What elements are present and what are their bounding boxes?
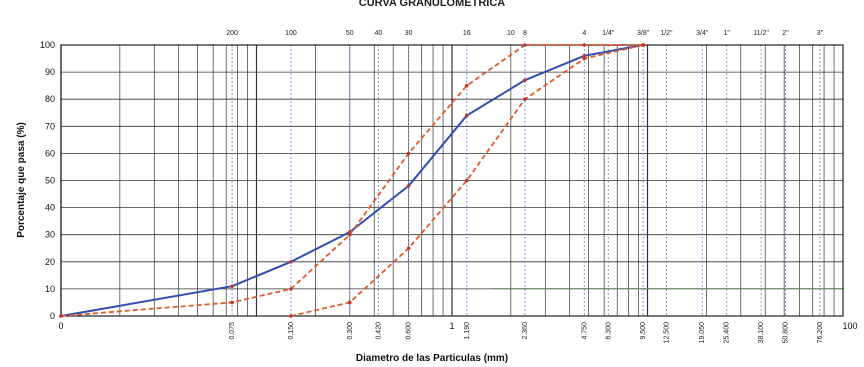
x-end-label: 1: [449, 321, 454, 331]
data-point: [289, 314, 293, 318]
sieve-name-label: 40: [374, 30, 382, 37]
x-opening-label: 0.420: [375, 322, 382, 340]
data-point: [230, 284, 234, 288]
sieve-name-label: 16: [463, 30, 471, 37]
y-tick-label: 10: [45, 284, 55, 294]
x-end-label: 100: [842, 321, 857, 331]
data-point: [347, 300, 352, 305]
x-opening-label: 50.800: [782, 322, 789, 344]
sieve-name-label: 3/4": [696, 30, 709, 37]
data-point: [582, 54, 587, 58]
sieve-name-label: 50: [346, 30, 354, 37]
sieve-name-label: 200: [226, 30, 238, 37]
x-opening-label: 76.200: [817, 322, 824, 344]
y-tick-label: 50: [45, 176, 55, 186]
sieve-name-label: 3/8": [637, 30, 650, 37]
data-point: [347, 232, 352, 237]
sieve-name-label: 2": [782, 30, 789, 37]
grid: [60, 44, 844, 317]
x-opening-label: 38.100: [758, 322, 765, 344]
sieve-name-label: 30: [405, 30, 413, 37]
sieve-labels: 200 100 50 40 30 16 10 8 4 1/4" 3/8" 1/2" 3/4" 1" 11/2…: [226, 30, 823, 37]
y-tick-label: 30: [45, 230, 55, 240]
x-end-label: 0: [58, 321, 63, 331]
x-opening-label: 0.075: [229, 322, 236, 340]
x-opening-label: 12.500: [663, 322, 670, 344]
x-opening-label: 9.500: [640, 322, 647, 340]
sieve-name-label: 100: [285, 30, 297, 37]
x-opening-label: 19.050: [699, 322, 706, 344]
y-tick-label: 20: [45, 257, 55, 267]
data-point: [289, 260, 293, 264]
sieve-name-label: 3": [817, 30, 824, 37]
sieve-name-label: 10: [507, 30, 515, 37]
data-point: [230, 300, 234, 305]
y-tick-labels: 0 10 20 30 40 50 60 70 80 90 100: [40, 40, 55, 321]
x-opening-label: 2.360: [522, 322, 529, 340]
data-point: [464, 113, 469, 118]
x-opening-label: 1.190: [464, 322, 471, 340]
chart-title: CURVA GRANULOMETRICA: [359, 0, 506, 9]
y-tick-label: 40: [45, 203, 55, 213]
data-point: [582, 56, 587, 61]
data-point: [406, 246, 411, 251]
y-tick-label: 70: [45, 121, 55, 131]
x-opening-label: 0.150: [288, 322, 295, 340]
y-tick-label: 90: [45, 67, 55, 77]
x-opening-label: 0.600: [406, 322, 413, 340]
sieve-name-label: 1/2": [660, 30, 673, 37]
data-point: [289, 287, 293, 291]
x-axis-label: Diametro de las Particulas (mm): [356, 353, 508, 364]
x-opening-label: 6.300: [605, 322, 612, 340]
sieve-name-label: 1/4": [602, 30, 615, 37]
x-opening-label: 0.300: [347, 322, 354, 340]
y-tick-label: 60: [45, 148, 55, 158]
sieve-name-label: 1": [723, 30, 730, 37]
sieve-name-label: 8: [523, 30, 527, 37]
x-opening-label: 4.750: [581, 322, 588, 340]
series: [59, 43, 645, 318]
y-tick-label: 100: [40, 40, 55, 50]
y-axis-label: Porcentaje que pasa (%): [16, 122, 27, 238]
x-opening-label: 25.400: [724, 322, 731, 344]
data-point: [59, 314, 63, 318]
data-point: [641, 43, 645, 47]
y-tick-label: 80: [45, 94, 55, 104]
data-point: [464, 83, 469, 88]
data-point: [523, 78, 527, 83]
sieve-name-label: 4: [582, 30, 586, 37]
x-tick-labels: 0.075 0.150 0.300 0.420 0.600 1.190 2.360 4.750…: [58, 321, 857, 343]
plot-frame: [60, 44, 844, 317]
sieve-name-label: 11/2": [753, 30, 769, 37]
data-point: [406, 184, 411, 188]
data-point: [582, 43, 587, 47]
data-point: [464, 178, 469, 183]
data-point: [523, 43, 527, 47]
y-tick-label: 0: [50, 311, 55, 321]
data-point: [523, 97, 527, 101]
data-point: [406, 151, 411, 156]
